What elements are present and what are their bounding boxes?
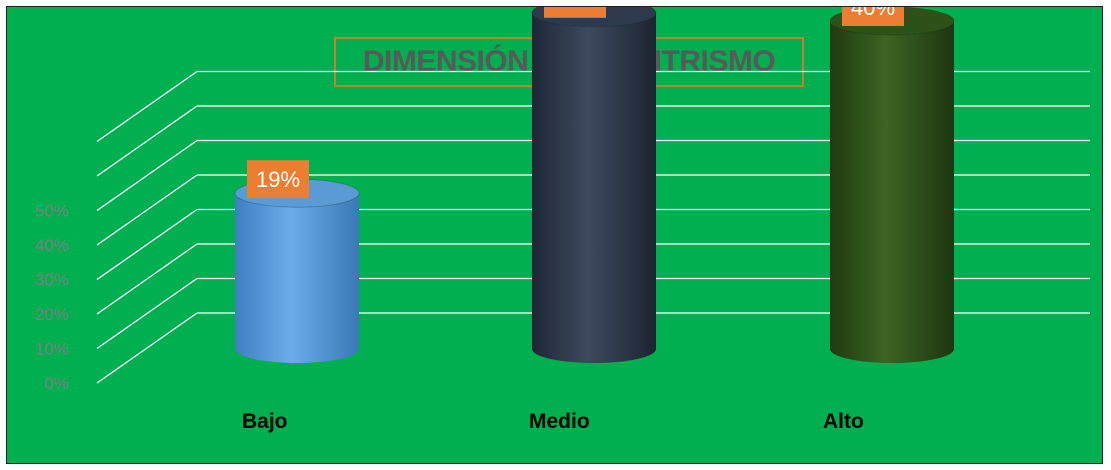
bar-body — [532, 12, 656, 364]
bar-medio — [531, 7, 657, 364]
y-tick-label: 20% — [35, 305, 69, 324]
data-label: 41% — [544, 7, 606, 18]
y-tick-label: 0% — [44, 374, 69, 393]
data-label-text: 41% — [553, 7, 597, 12]
chart-area: DIMENSIÓN ECOCENTRISMO 0%10%20%30%40%50%… — [6, 6, 1103, 464]
x-category-label: Medio — [529, 410, 590, 433]
gridline-diagonal — [96, 139, 198, 212]
data-label-box — [544, 7, 606, 18]
gridline-diagonal — [96, 105, 198, 177]
y-tick-label: 10% — [35, 340, 69, 359]
gridline-diagonal — [96, 208, 198, 281]
gridline-diagonal — [96, 243, 198, 315]
gridline-diagonal — [96, 174, 198, 246]
gridline-diagonal — [96, 277, 198, 350]
y-tick-label: 50% — [35, 202, 69, 221]
y-tick-label: 40% — [35, 236, 69, 255]
data-label-text: 19% — [256, 167, 300, 192]
x-category-label: Alto — [823, 410, 864, 433]
y-tick-label: 30% — [35, 271, 69, 290]
plot-area: 0% 10% 20% 30% 40% 50% Bajo Medio Alto 19% 41% 40… — [35, 7, 1090, 433]
data-label-box — [247, 160, 309, 199]
data-label: 19% — [247, 160, 309, 199]
data-label-box — [842, 7, 904, 26]
gridline-diagonal — [96, 70, 198, 143]
data-label: 40% — [842, 7, 904, 26]
bar-body — [830, 21, 954, 363]
data-label-text: 40% — [851, 7, 895, 20]
bar-alto — [829, 7, 955, 363]
x-category-label: Bajo — [242, 410, 288, 433]
bar-body — [235, 193, 359, 363]
gridline-diagonal — [96, 312, 198, 384]
bar-bajo — [234, 178, 360, 363]
